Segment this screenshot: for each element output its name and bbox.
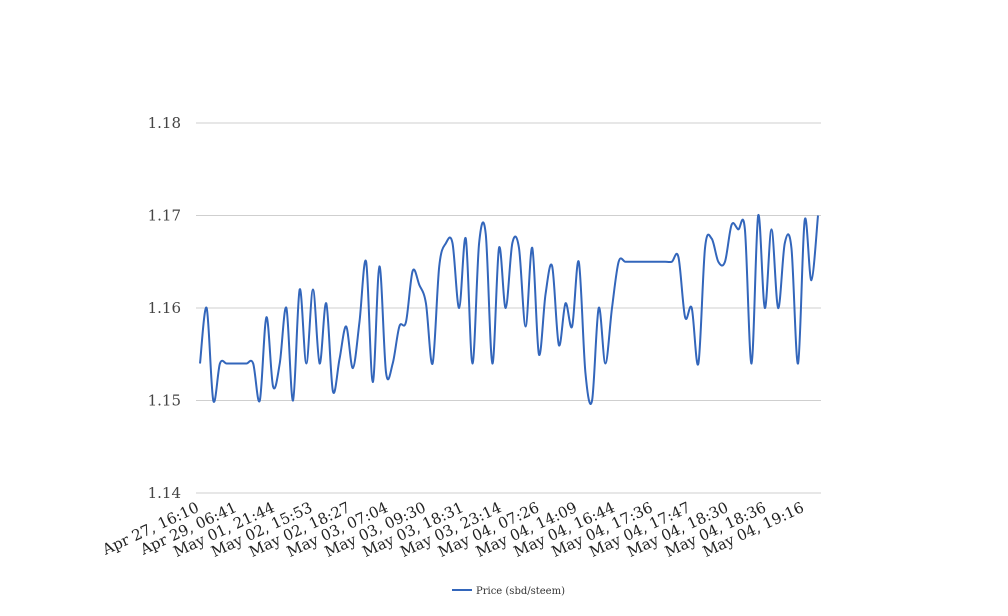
y-tick-label: 1.16 [148,299,181,317]
series-layer [199,214,819,405]
y-tick-label: 1.15 [148,392,181,410]
y-tick-label: 1.17 [148,207,181,225]
series-line-price [199,214,819,405]
y-tick-label: 1.14 [148,484,181,502]
y-tick-label: 1.18 [148,114,181,132]
grid-layer [196,122,821,494]
legend: Price (sbd/steem) [452,586,565,597]
y-axis: 1.14 1.15 1.16 1.17 1.18 [148,114,181,502]
legend-label: Price (sbd/steem) [476,586,565,597]
